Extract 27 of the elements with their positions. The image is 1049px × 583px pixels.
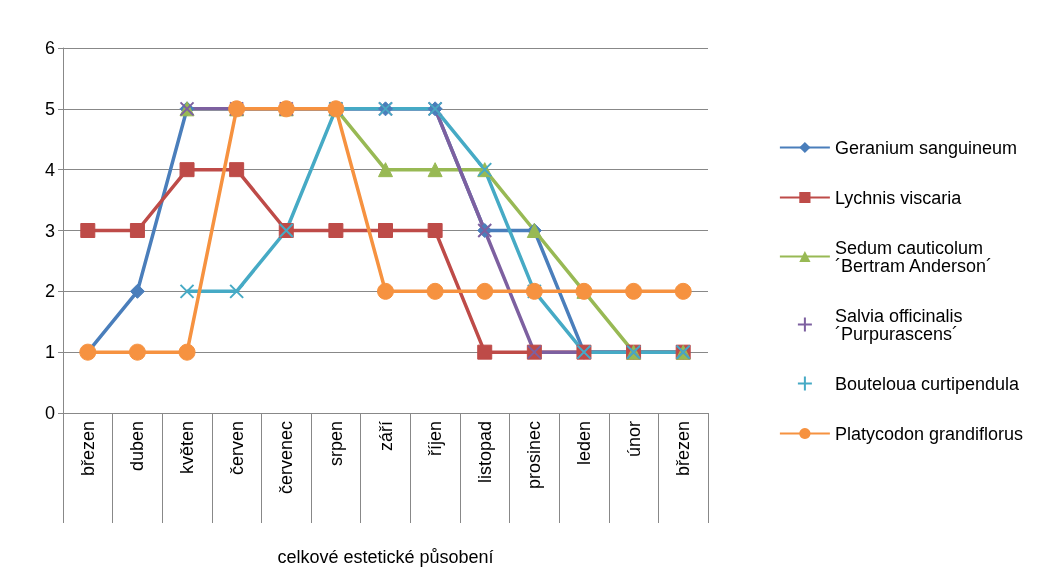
y-tick-label: 2 — [44, 281, 55, 302]
y-tick-label: 4 — [44, 159, 55, 180]
x-tick-label: březen — [673, 421, 694, 477]
legend-label: Salvia officinalis ´Purpurascens´ — [834, 305, 968, 344]
x-tick-label: prosinec — [524, 421, 545, 490]
legend-label: Geranium sanguineum — [834, 137, 1017, 158]
legend-label: Sedum cauticolum ´Bertram Anderson´ — [834, 237, 992, 276]
x-tick-label: květen — [177, 421, 198, 475]
x-tick-label: leden — [573, 421, 594, 466]
legend-label: Lychnis viscaria — [834, 187, 963, 208]
x-tick-label: červen — [226, 421, 247, 476]
x-tick-label: únor — [623, 421, 644, 458]
legend-label: Platycodon grandiflorus — [834, 423, 1024, 444]
y-tick-label: 1 — [44, 342, 55, 363]
x-tick-label: říjen — [425, 421, 446, 457]
y-tick-label: 0 — [44, 403, 55, 423]
x-tick-label: duben — [127, 421, 148, 472]
x-tick-label: listopad — [474, 421, 495, 484]
y-tick-label: 6 — [44, 38, 55, 58]
x-tick-label: březen — [77, 421, 98, 477]
legend-label: Bouteloua curtipendula — [834, 373, 1021, 394]
x-tick-label: září — [375, 421, 396, 452]
y-tick-label: 5 — [44, 98, 55, 119]
y-tick-label: 3 — [44, 220, 55, 241]
x-axis-title: celkové estetické působení — [277, 547, 494, 567]
x-tick-label: srpen — [325, 421, 346, 467]
x-tick-label: červenec — [276, 421, 297, 495]
